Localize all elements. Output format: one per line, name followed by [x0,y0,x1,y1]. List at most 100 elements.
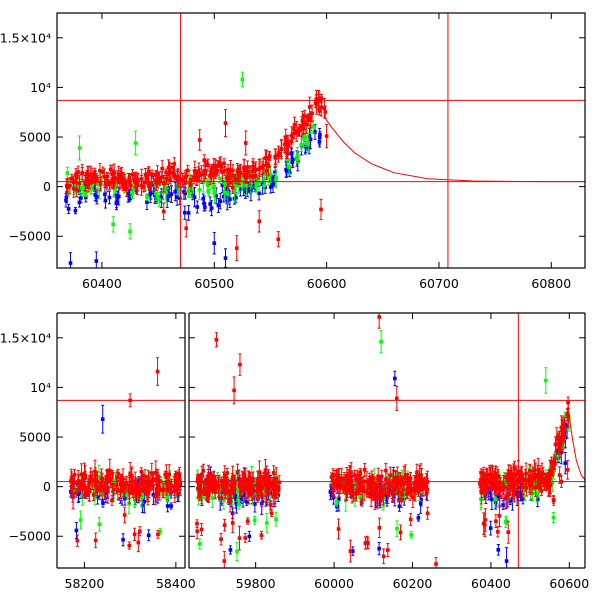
data-point-marker [133,482,138,486]
data-point-marker [323,110,328,114]
data-point-marker [240,77,245,82]
data-point-marker [138,529,142,534]
data-point-marker [300,124,304,129]
data-point-marker [258,474,263,479]
data-point-marker [97,485,101,489]
data-point-marker [264,489,269,493]
data-point-marker [79,472,84,477]
data-point-marker [322,106,327,111]
data-point-marker [273,170,277,175]
data-point-marker [169,485,174,489]
data-point-marker [104,491,108,496]
data-point-marker [365,491,370,495]
data-point-marker [100,484,104,489]
data-point-marker [162,181,166,186]
data-point-marker [377,546,381,551]
data-point-marker [317,109,322,113]
data-point-marker [74,528,79,533]
data-point-marker [141,481,145,485]
data-point-marker [177,476,181,481]
data-point-marker [180,178,185,183]
data-point-marker [121,183,126,188]
data-point-marker [115,177,120,181]
data-point-marker [155,369,160,374]
data-point-marker [110,482,115,487]
data-point-marker [253,168,257,172]
data-point-marker [385,493,389,498]
data-point-marker [301,120,306,124]
data-point-marker [271,494,275,499]
data-point-marker [161,209,166,214]
data-point-marker [198,489,203,494]
data-point-marker [140,504,145,508]
data-point-marker [222,181,226,185]
data-point-marker [73,488,78,493]
data-point-marker [73,208,78,213]
data-point-marker [189,183,193,187]
data-point-marker [268,503,273,507]
data-point-marker [225,198,230,203]
data-point-marker [253,502,257,506]
data-point-marker [128,188,133,193]
data-point-marker [124,187,129,191]
data-point-marker [156,532,160,537]
data-point-marker [313,101,318,105]
data-point-marker [151,183,156,187]
data-point-marker [262,183,266,188]
data-point-marker [351,549,355,553]
data-point-marker [308,118,313,122]
data-point-marker [274,488,279,492]
data-point-marker [119,492,124,497]
data-point-marker [246,184,251,189]
data-point-marker [139,183,144,188]
data-point-marker [211,486,216,491]
data-point-marker [201,468,206,473]
data-point-marker [142,499,147,504]
data-point-marker [217,176,222,181]
data-point-marker [84,191,88,196]
data-point-marker [319,207,323,212]
data-point-marker [197,171,201,175]
data-point-marker [82,484,87,489]
data-point-marker [182,210,187,215]
data-point-marker [156,486,161,491]
data-point-marker [274,517,278,521]
data-point-marker [175,195,179,199]
data-point-marker [120,483,125,488]
data-point-marker [182,190,186,194]
data-point-marker [230,493,235,498]
data-point-marker [87,487,92,492]
data-point-marker [138,483,142,487]
data-point-marker [219,537,223,541]
data-point-marker [402,491,407,496]
data-point-marker [241,488,245,493]
data-point-marker [111,222,115,227]
data-point-marker [203,172,207,176]
data-point-marker [285,157,289,162]
data-point-marker [166,165,171,170]
data-point-marker [171,165,175,170]
data-point-marker [106,485,110,490]
data-point-marker [208,202,212,206]
data-point-marker [243,189,248,194]
data-point-marker [379,474,384,479]
data-point-marker [112,170,116,175]
data-point-marker [328,490,333,494]
data-point-marker [230,185,235,190]
data-point-marker [68,184,72,188]
data-point-marker [222,161,226,166]
data-point-marker [214,193,219,198]
data-point-marker [284,169,289,173]
data-point-marker [151,477,156,482]
data-point-marker [135,182,140,187]
data-point-marker [129,473,134,478]
data-point-marker [216,203,221,208]
data-point-marker [221,486,225,490]
data-point-marker [257,167,261,171]
data-point-marker [201,197,206,201]
data-point-marker [213,167,218,171]
data-point-marker [233,176,238,181]
data-point-marker [245,187,250,191]
data-point-marker [235,490,240,494]
data-point-marker [146,533,151,538]
